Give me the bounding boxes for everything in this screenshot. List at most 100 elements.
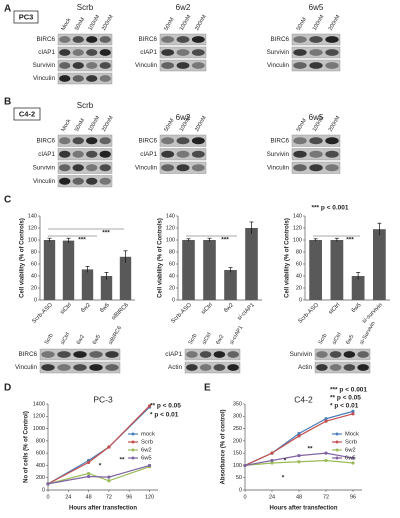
x-tick-label: 6w5 <box>99 302 111 314</box>
data-point <box>270 461 274 465</box>
lane-label: 6w2 <box>76 334 86 346</box>
blot-band <box>72 137 84 145</box>
y-tick-label: 100 <box>233 463 242 469</box>
blot-band <box>191 49 205 56</box>
blot-strip <box>291 148 341 161</box>
blot-band <box>161 49 175 56</box>
row-label: Survivin <box>33 62 56 69</box>
y-tick-label: 40 <box>31 273 37 279</box>
group-title: 6w5 <box>309 113 324 122</box>
blot-band <box>191 164 205 172</box>
panel-label: D <box>4 383 11 394</box>
data-point <box>297 434 301 438</box>
lane-label: siCtrl <box>201 332 212 346</box>
cell-line-box <box>13 10 39 24</box>
lane-label: 200nM <box>101 14 115 32</box>
blot-strip <box>57 59 113 72</box>
blot-band <box>186 351 198 358</box>
blot-band <box>309 49 323 56</box>
blot-band <box>86 177 98 185</box>
blot-strip <box>314 348 371 361</box>
annotation: *** <box>346 237 354 244</box>
blot-band <box>59 150 71 158</box>
blot-band <box>227 351 239 358</box>
blot-band <box>227 364 239 371</box>
row-label: cIAP1 <box>140 151 157 158</box>
y-tick-label: 60 <box>31 261 37 267</box>
row-label: BIRC6 <box>270 137 289 144</box>
row-label: BIRC6 <box>36 137 55 144</box>
row-label: BIRC6 <box>36 36 55 43</box>
blot-band <box>99 49 111 56</box>
y-tick-label: 100 <box>28 237 37 243</box>
lane-label: 100nM <box>88 14 102 32</box>
lane-label: 50nM <box>296 117 308 132</box>
y-tick-label: 40 <box>296 273 302 279</box>
bar <box>330 240 344 300</box>
legend-swatch <box>131 432 135 436</box>
lane-label: 50nM <box>163 16 175 31</box>
blot-band <box>99 36 111 43</box>
blot-band <box>325 49 339 56</box>
blot-band <box>176 62 190 69</box>
x-tick-label: 6w2 <box>223 302 235 314</box>
blot-band <box>309 164 323 172</box>
row-label: Vinculin <box>267 62 289 69</box>
annotation: * p < 0.01 <box>150 412 179 419</box>
blot-band <box>191 36 205 43</box>
data-point <box>324 458 328 463</box>
legend-swatch <box>131 456 135 460</box>
y-tick-label: 0 <box>299 297 302 303</box>
annotation: ** <box>119 457 125 464</box>
annotation: *** <box>78 237 86 244</box>
x-axis-title: Hours after transfection <box>69 506 137 512</box>
y-tick-label: 1200 <box>33 414 45 420</box>
x-tick-label: siCtrl <box>328 302 342 316</box>
y-tick-label: 0 <box>42 487 45 493</box>
lane-label: 6w5 <box>345 334 355 346</box>
group-title: 6w2 <box>176 113 191 122</box>
blot-band <box>57 364 71 371</box>
blot-band <box>293 62 307 69</box>
y-axis-title: Cell viability (% of Controls) <box>158 218 164 298</box>
blot-strip <box>57 72 113 85</box>
x-tick-label: siCtrl <box>59 302 73 316</box>
bar <box>43 240 56 300</box>
blot-strip <box>159 46 207 59</box>
y-tick-label: 400 <box>36 463 45 469</box>
lane-label: 200nM <box>101 115 115 133</box>
blot-band <box>99 164 111 172</box>
blot-band <box>325 36 339 43</box>
bar <box>203 240 216 300</box>
x-tick-label: Scrb-ASO <box>170 302 193 325</box>
bar <box>373 229 386 300</box>
blot-strip <box>159 148 207 161</box>
row-label: Vinculin <box>33 75 55 82</box>
annotation: ** p < 0.05 <box>150 403 181 410</box>
blot-band <box>72 49 84 56</box>
series-line <box>47 405 150 485</box>
y-tick-label: 1400 <box>33 401 45 407</box>
y-tick-label: 250 <box>233 426 242 432</box>
panel-label: B <box>4 97 11 108</box>
data-point <box>324 417 328 421</box>
blot-strip <box>184 361 241 374</box>
blot-band <box>325 62 339 69</box>
data-point <box>297 454 301 458</box>
row-label: BIRC6 <box>18 351 37 358</box>
x-tick-label: 72 <box>106 494 112 500</box>
blot-band <box>176 49 190 56</box>
y-tick-label: 20 <box>31 285 37 291</box>
blot-band <box>73 351 87 358</box>
y-tick-label: 50 <box>236 475 242 481</box>
blot-strip <box>314 361 371 374</box>
blot-band <box>59 49 71 56</box>
legend-label: 6w5 <box>141 456 152 462</box>
y-axis-title: No of cells (% of Control) <box>24 411 30 483</box>
lane-label: Scrb <box>188 333 199 346</box>
y-tick-label: 100 <box>166 237 175 243</box>
bar <box>182 240 195 300</box>
blot-band <box>57 351 71 358</box>
blot-band <box>191 137 205 145</box>
bar <box>309 240 322 300</box>
